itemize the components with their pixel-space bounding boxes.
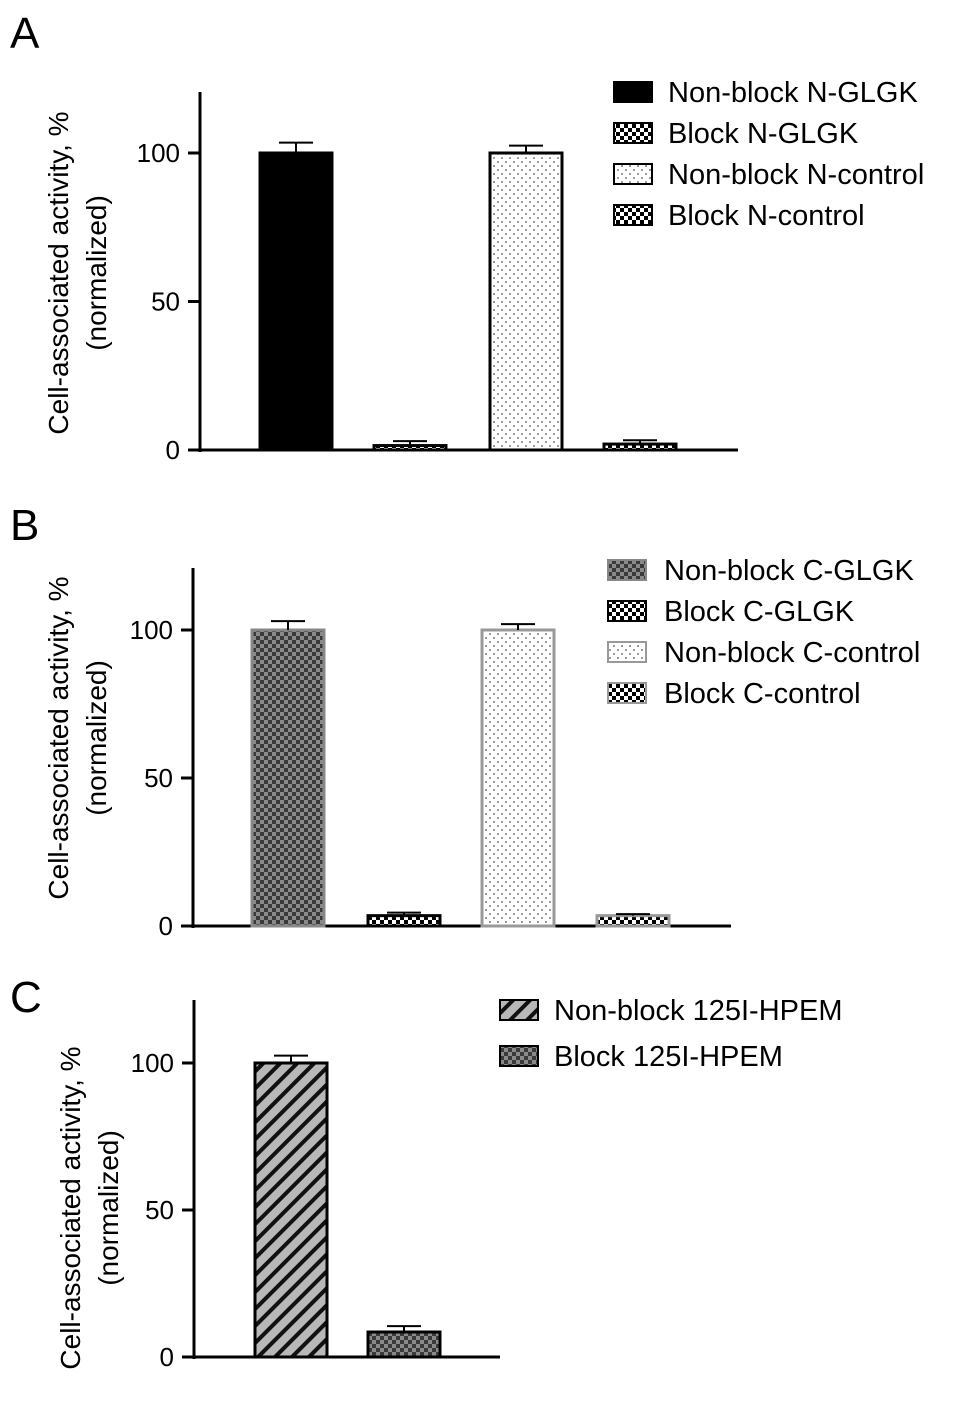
panel-a-ytick-label-0: 0 xyxy=(166,435,180,465)
legend-b-label-3: Block C-control xyxy=(664,678,861,710)
panel-a-bar-3 xyxy=(602,442,678,452)
panel-c-legend: Non-block 125I-HPEM Block 125I-HPEM xyxy=(499,995,843,1073)
panel-b-ylabel: Cell-associated activity, % (normalized) xyxy=(43,576,112,899)
panel-c-letter: C xyxy=(10,973,42,1022)
panel-c-axes: 0 50 100 xyxy=(131,1000,500,1372)
legend-b-label-0: Non-block C-GLGK xyxy=(664,555,914,587)
panel-a-ytick-label-100: 100 xyxy=(137,138,180,168)
panel-a-ylabel-line1: Cell-associated activity, % xyxy=(43,111,74,434)
panel-c-bars xyxy=(253,1054,442,1359)
panel-c-ylabel-line1: Cell-associated activity, % xyxy=(55,1046,86,1369)
legend-b-swatch-2 xyxy=(607,641,647,663)
legend-b-label-2: Non-block C-control xyxy=(664,637,920,669)
legend-a-label-0: Non-block N-GLGK xyxy=(668,77,918,109)
legend-a-swatch-1 xyxy=(613,122,653,144)
panel-c-ylabel-line2: (normalized) xyxy=(93,1130,124,1286)
legend-a-label-2: Non-block N-control xyxy=(668,159,924,191)
panel-a-letter: A xyxy=(10,9,40,58)
panel-b-letter: B xyxy=(10,501,39,550)
panel-c-ytick-label-50: 50 xyxy=(145,1195,174,1225)
panel-b-bar-1 xyxy=(366,914,442,928)
panel-b-ytick-label-0: 0 xyxy=(159,911,173,941)
legend-a-label-3: Block N-control xyxy=(668,200,865,232)
panel-c: C Cell-associated activity, % (normalize… xyxy=(10,973,843,1372)
legend-c-label-0: Non-block 125I-HPEM xyxy=(554,995,843,1027)
legend-b-label-1: Block C-GLGK xyxy=(664,596,855,628)
panel-b-bar-0 xyxy=(250,628,326,928)
legend-a-swatch-3 xyxy=(613,204,653,226)
panel-a-yticks: 0 50 100 xyxy=(137,138,200,465)
legend-b-swatch-1 xyxy=(607,600,647,622)
legend-b-swatch-0 xyxy=(607,559,647,581)
panel-a-bars xyxy=(258,141,678,452)
panel-a-axes: 0 50 100 xyxy=(137,92,738,465)
panel-b-ylabel-line1: Cell-associated activity, % xyxy=(43,576,74,899)
panel-c-bar-1 xyxy=(366,1330,442,1359)
legend-c-label-1: Block 125I-HPEM xyxy=(554,1041,783,1073)
panel-a-bar-2 xyxy=(488,151,564,452)
panel-c-ytick-label-100: 100 xyxy=(131,1048,174,1078)
legend-b-swatch-3 xyxy=(607,682,647,704)
panel-b: B Cell-associated activity, % (normalize… xyxy=(10,501,920,941)
panel-b-legend: Non-block C-GLGK Block C-GLGK Non-block … xyxy=(607,555,920,710)
panel-b-ylabel-line2: (normalized) xyxy=(81,660,112,816)
legend-a-swatch-0 xyxy=(613,81,653,103)
panel-a-ylabel-line2: (normalized) xyxy=(81,195,112,351)
legend-c-swatch-1 xyxy=(499,1045,539,1067)
panel-a-ylabel: Cell-associated activity, % (normalized) xyxy=(43,111,112,434)
panel-b-yticks: 0 50 100 xyxy=(130,615,193,941)
panel-a-ytick-label-50: 50 xyxy=(151,287,180,317)
legend-c-swatch-0 xyxy=(499,999,539,1021)
panel-b-axes: 0 50 100 xyxy=(130,568,731,941)
panel-b-bar-3 xyxy=(595,914,671,928)
panel-c-bar-0 xyxy=(253,1061,329,1359)
panel-c-yticks: 0 50 100 xyxy=(131,1048,194,1372)
panel-b-bars xyxy=(250,620,671,928)
panel-b-ytick-label-100: 100 xyxy=(130,615,173,645)
panel-c-ytick-label-0: 0 xyxy=(160,1342,174,1372)
panel-b-bar-2 xyxy=(480,628,556,928)
panel-a-bar-0 xyxy=(258,151,334,452)
legend-a-label-1: Block N-GLGK xyxy=(668,118,859,150)
legend-a-swatch-2 xyxy=(613,163,653,185)
panel-c-ylabel: Cell-associated activity, % (normalized) xyxy=(55,1046,124,1369)
panel-a-legend: Non-block N-GLGK Block N-GLGK Non-block … xyxy=(613,77,924,232)
panel-a-bar-1 xyxy=(372,444,448,452)
panel-b-ytick-label-50: 50 xyxy=(144,763,173,793)
panel-a: A Cell-associated activity, % (normalize… xyxy=(10,9,924,465)
